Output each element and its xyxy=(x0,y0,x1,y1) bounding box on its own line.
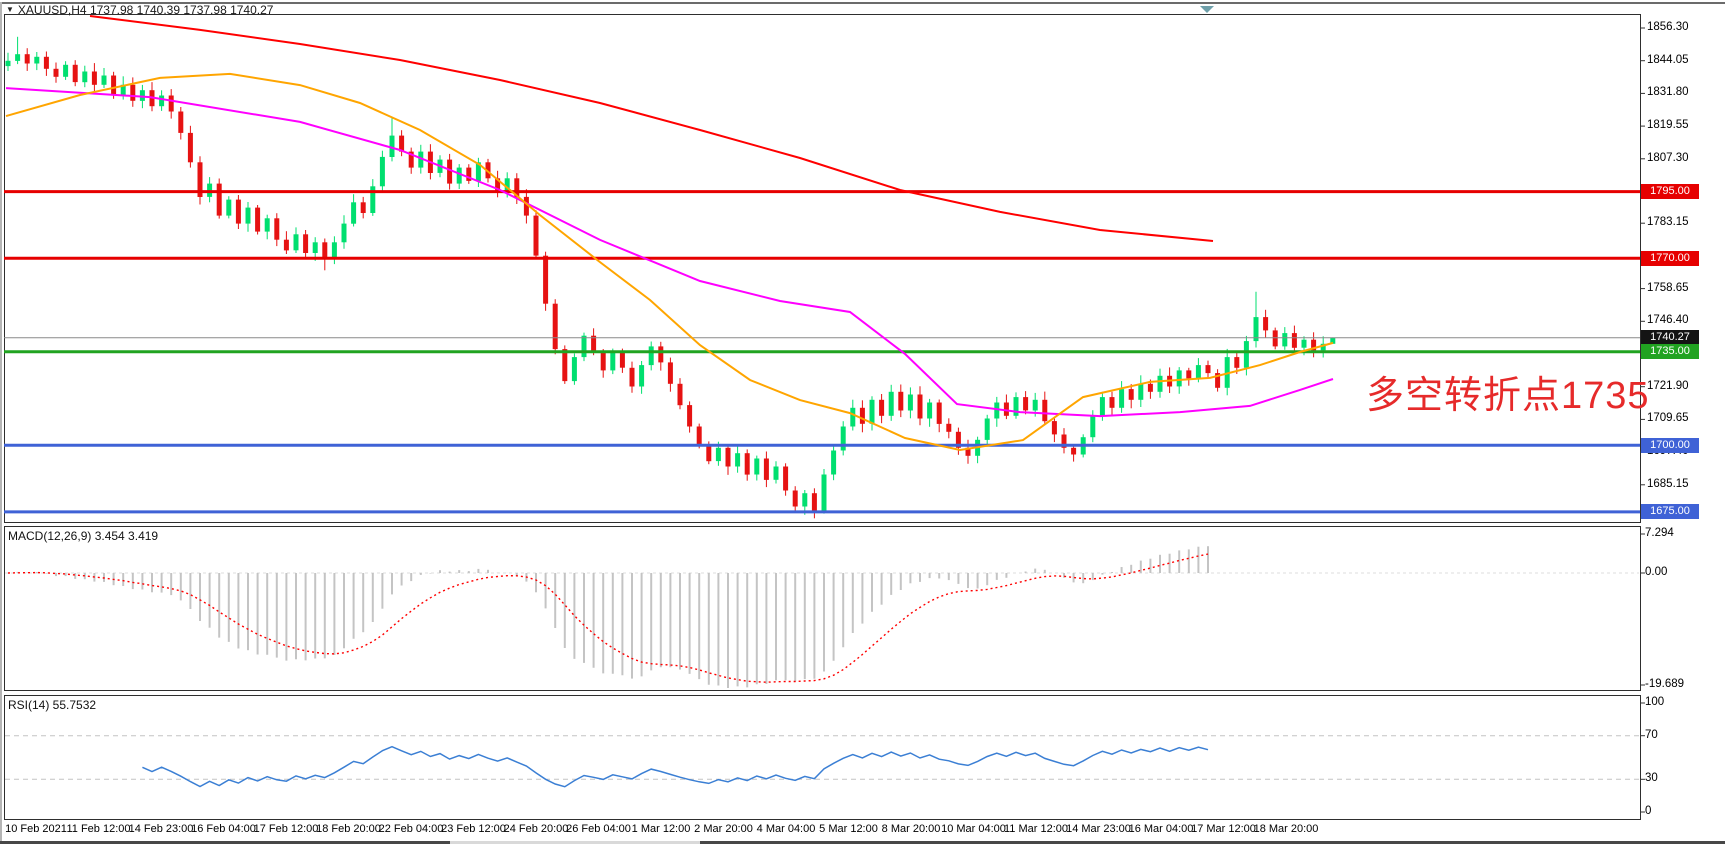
price-level-badge: 1675.00 xyxy=(1641,504,1699,520)
window-top-border xyxy=(0,2,1725,4)
macd-histogram xyxy=(16,546,1209,688)
time-axis-label: 16 Feb 04:00 xyxy=(191,823,256,835)
rsi-axis-label: 30 xyxy=(1645,772,1658,785)
time-axis-label: 18 Mar 20:00 xyxy=(1253,823,1319,835)
annotation-text: 多空转折点1735 xyxy=(1366,375,1650,417)
macd-axis-label: 0.00 xyxy=(1645,566,1668,578)
time-axis-label: 22 Feb 04:00 xyxy=(378,823,444,835)
price-level-badge: 1700.00 xyxy=(1641,437,1699,453)
time-axis-label: 10 Feb 2021 xyxy=(5,823,67,835)
time-axis-label: 11 Feb 12:00 xyxy=(66,823,131,835)
price-level-badge: 1795.00 xyxy=(1641,184,1699,200)
macd-indicator-label: MACD(12,26,9) 3.454 3.419 xyxy=(8,529,159,543)
time-axis-label: 24 Feb 20:00 xyxy=(503,823,569,835)
time-axis-label: 17 Mar 12:00 xyxy=(1191,823,1256,835)
window-bottom-border-gap xyxy=(450,841,700,844)
macd-axis-label: 7.294 xyxy=(1645,527,1674,539)
chart-dropdown-icon[interactable]: ▼ xyxy=(6,5,14,14)
time-axis-label: 18 Feb 20:00 xyxy=(316,823,381,835)
rsi-indicator-label: RSI(14) 55.7532 xyxy=(8,698,97,712)
time-axis-label: 10 Mar 04:00 xyxy=(941,823,1006,835)
rsi-line xyxy=(142,745,1209,788)
time-axis-label: 1 Mar 12:00 xyxy=(631,823,691,835)
time-axis-label: 26 Feb 04:00 xyxy=(566,823,631,835)
rsi-axis-label: 0 xyxy=(1645,805,1652,817)
time-axis-label: 17 Feb 12:00 xyxy=(253,823,319,835)
time-axis-label: 2 Mar 20:00 xyxy=(694,823,753,835)
chart-shift-marker-icon xyxy=(1200,6,1214,13)
time-axis-label: 4 Mar 04:00 xyxy=(756,823,816,835)
window-left-border xyxy=(0,2,2,842)
price-level-badge: 1735.00 xyxy=(1641,344,1699,360)
price-tick-label: 1807.30 xyxy=(1647,151,1689,164)
ma-mid-magenta xyxy=(5,87,1334,418)
price-level-badge: 1770.00 xyxy=(1641,250,1699,266)
time-axis-label: 11 Mar 12:00 xyxy=(1003,823,1069,835)
price-tick-label: 1831.80 xyxy=(1647,86,1689,99)
ma-long-red xyxy=(89,15,1214,242)
symbol-title[interactable]: ▼ XAUUSD,H4 1737.98 1740.39 1737.98 1740.… xyxy=(6,3,273,17)
symbol-ohlc-text: XAUUSD,H4 1737.98 1740.39 1737.98 1740.2… xyxy=(17,3,274,17)
rsi-axis-label: 70 xyxy=(1645,728,1658,741)
time-axis-label: 14 Feb 23:00 xyxy=(128,823,194,835)
time-axis-label: 23 Feb 12:00 xyxy=(441,823,506,835)
price-tick-label: 1758.65 xyxy=(1647,281,1689,294)
price-tick-label: 1721.90 xyxy=(1647,379,1689,392)
window-bottom-border xyxy=(0,841,1725,844)
time-axis-label: 14 Mar 23:00 xyxy=(1066,823,1131,835)
rsi-axis-label: 100 xyxy=(1645,696,1665,708)
time-axis-label: 5 Mar 12:00 xyxy=(819,823,878,835)
price-tick-label: 1746.40 xyxy=(1647,314,1689,327)
price-tick-label: 1685.15 xyxy=(1647,477,1689,490)
time-axis-label: 16 Mar 04:00 xyxy=(1128,823,1194,835)
ma-short-orange xyxy=(5,72,1334,452)
macd-axis-label: -19.689 xyxy=(1645,678,1685,690)
price-tick-label: 1856.30 xyxy=(1647,21,1689,33)
price-tick-label: 1783.15 xyxy=(1647,216,1689,229)
price-tick-label: 1819.55 xyxy=(1647,119,1689,132)
price-level-badge: 1740.27 xyxy=(1641,330,1699,346)
time-axis-label: 8 Mar 20:00 xyxy=(881,823,941,835)
price-tick-label: 1844.05 xyxy=(1647,53,1689,66)
price-tick-label: 1709.65 xyxy=(1647,412,1689,425)
